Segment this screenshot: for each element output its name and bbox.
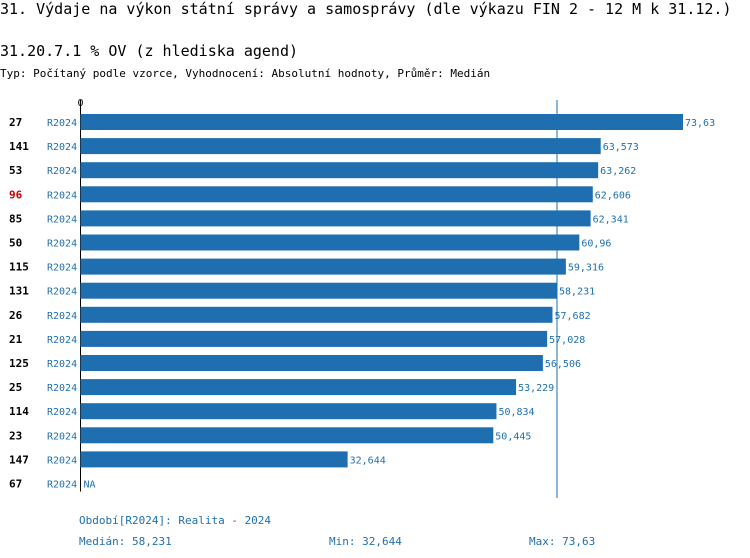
bar-value-label: 63,262 bbox=[600, 166, 636, 177]
row-period-label: R2024 bbox=[47, 263, 77, 274]
chart-subtitle: 31.20.7.1 % OV (z hlediska agend) bbox=[0, 42, 299, 60]
bar bbox=[80, 282, 557, 299]
row-id-label: 23 bbox=[9, 429, 22, 442]
bar-value-label: 62,341 bbox=[593, 214, 629, 225]
bar-value-label: 57,028 bbox=[549, 335, 585, 346]
row-period-label: R2024 bbox=[47, 407, 77, 418]
median-summary: Medián: 58,231 bbox=[79, 535, 172, 548]
row-id-label: 125 bbox=[9, 357, 29, 370]
bar bbox=[80, 330, 548, 347]
row-period-label: R2024 bbox=[47, 239, 77, 250]
bar bbox=[80, 234, 580, 251]
bar-chart: 027R202473,63141R202463,57353R202463,262… bbox=[9, 98, 715, 498]
row-period-label: R2024 bbox=[47, 335, 77, 346]
row-period-label: R2024 bbox=[47, 142, 77, 153]
row-period-label: R2024 bbox=[47, 166, 77, 177]
bar bbox=[80, 355, 543, 371]
bar bbox=[80, 379, 517, 396]
row-id-label: 85 bbox=[9, 212, 22, 225]
period-note: Období[R2024]: Realita - 2024 bbox=[79, 514, 272, 527]
row-period-label: R2024 bbox=[47, 455, 77, 466]
bar bbox=[80, 114, 683, 130]
bar-value-label: 73,63 bbox=[685, 118, 715, 129]
row-period-label: R2024 bbox=[47, 480, 77, 491]
row-period-label: R2024 bbox=[47, 359, 77, 370]
row-id-label: 115 bbox=[9, 261, 29, 274]
bar-value-label: 50,445 bbox=[495, 431, 531, 442]
row-id-label: 50 bbox=[9, 237, 22, 250]
bar-value-label: 63,573 bbox=[603, 142, 639, 153]
bar-value-label: 60,96 bbox=[581, 239, 611, 250]
bar bbox=[80, 403, 497, 420]
bar bbox=[80, 306, 553, 323]
bar-value-label: 50,834 bbox=[498, 407, 534, 418]
row-period-label: R2024 bbox=[47, 190, 77, 201]
bar bbox=[80, 451, 348, 468]
max-summary: Max: 73,63 bbox=[529, 535, 596, 548]
row-id-label: 27 bbox=[9, 116, 22, 129]
chart-title: 31. Výdaje na výkon státní správy a samo… bbox=[0, 0, 732, 18]
bar-value-label: 62,606 bbox=[595, 190, 631, 201]
row-period-label: R2024 bbox=[47, 383, 77, 394]
row-id-label: 25 bbox=[9, 381, 22, 394]
row-id-label: 53 bbox=[9, 164, 22, 177]
bar bbox=[80, 138, 601, 155]
row-id-label: 141 bbox=[9, 140, 29, 153]
bar-value-label: NA bbox=[84, 480, 96, 491]
bar bbox=[80, 210, 591, 227]
chart-type-description: Typ: Počítaný podle vzorce, Vyhodnocení:… bbox=[0, 67, 491, 80]
bar bbox=[80, 162, 599, 179]
bar-value-label: 53,229 bbox=[518, 383, 554, 394]
row-id-label: 96 bbox=[9, 188, 23, 201]
bar-value-label: 59,316 bbox=[568, 263, 604, 274]
row-period-label: R2024 bbox=[47, 118, 77, 129]
bar bbox=[80, 427, 494, 444]
bar-value-label: 58,231 bbox=[559, 287, 595, 298]
row-id-label: 21 bbox=[9, 333, 23, 346]
row-period-label: R2024 bbox=[47, 287, 77, 298]
row-id-label: 114 bbox=[9, 405, 29, 418]
bar bbox=[80, 258, 566, 275]
row-period-label: R2024 bbox=[47, 431, 77, 442]
row-id-label: 131 bbox=[9, 285, 29, 298]
min-summary: Min: 32,644 bbox=[329, 535, 402, 548]
bar-value-label: 56,506 bbox=[545, 359, 581, 370]
bar bbox=[80, 186, 593, 203]
bar-value-label: 32,644 bbox=[350, 455, 386, 466]
row-id-label: 67 bbox=[9, 478, 22, 491]
row-id-label: 147 bbox=[9, 453, 29, 466]
row-id-label: 26 bbox=[9, 309, 23, 322]
row-period-label: R2024 bbox=[47, 311, 77, 322]
row-period-label: R2024 bbox=[47, 214, 77, 225]
bar-value-label: 57,682 bbox=[555, 311, 591, 322]
